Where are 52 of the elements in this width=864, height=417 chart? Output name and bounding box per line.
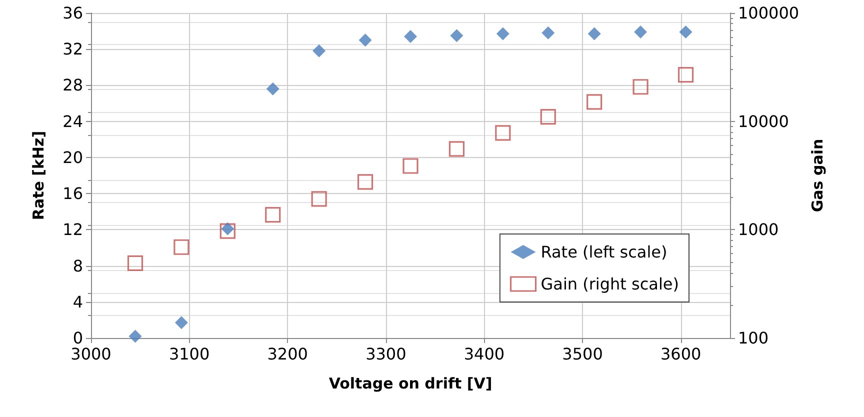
point [127,255,144,272]
y2-tick-label: 100000 [738,4,800,22]
y-tick-label: 36 [62,4,83,22]
y-tick-label: 16 [62,184,83,204]
y-tick-label: 24 [62,112,83,131]
point [220,223,236,239]
point [311,191,327,207]
point [266,82,280,96]
legend-label: Rate (left scale) [540,242,668,262]
point [128,330,142,343]
point [679,25,692,38]
point [540,109,556,125]
y-tick-label: 8 [72,256,83,276]
point [496,27,510,40]
point [312,44,326,58]
point [678,66,694,83]
point [632,79,648,95]
x-tick-label: 3100 [168,344,210,364]
y2-tick-label: 1000 [738,220,779,240]
point [542,26,555,40]
point [448,141,465,157]
legend-label: Gain (right scale) [540,274,679,294]
x-tick-label: 3600 [660,344,702,364]
x-tick-label: 3000 [70,344,112,364]
point [402,158,418,174]
x-tick-label: 3200 [267,344,308,364]
point [586,94,602,110]
point [174,239,190,255]
point [358,34,372,47]
point [265,207,281,223]
point [634,25,648,38]
point [450,29,464,42]
point [495,125,511,141]
y2-tick-label: 10000 [738,112,789,131]
y-tick-label: 12 [62,220,83,240]
x-axis-title: Voltage on drift [V] [328,374,492,392]
x-tick-label: 3400 [464,344,505,364]
y-tick-label: 4 [72,292,83,312]
y-tick-label: 32 [62,40,83,59]
point [404,30,417,43]
y2-axis-title: Gas gain [808,138,826,212]
y-axis-title: Rate [kHz] [30,130,48,220]
point [588,27,601,40]
x-tick-label: 3300 [366,344,406,364]
y-tick-label: 28 [62,76,83,95]
y2-tick-label: 100 [738,328,769,348]
point [174,316,188,330]
point [221,222,234,236]
point [357,174,374,190]
y-tick-label: 20 [62,148,83,167]
x-tick-label: 3500 [562,344,603,364]
y-tick-label: 0 [72,328,83,348]
